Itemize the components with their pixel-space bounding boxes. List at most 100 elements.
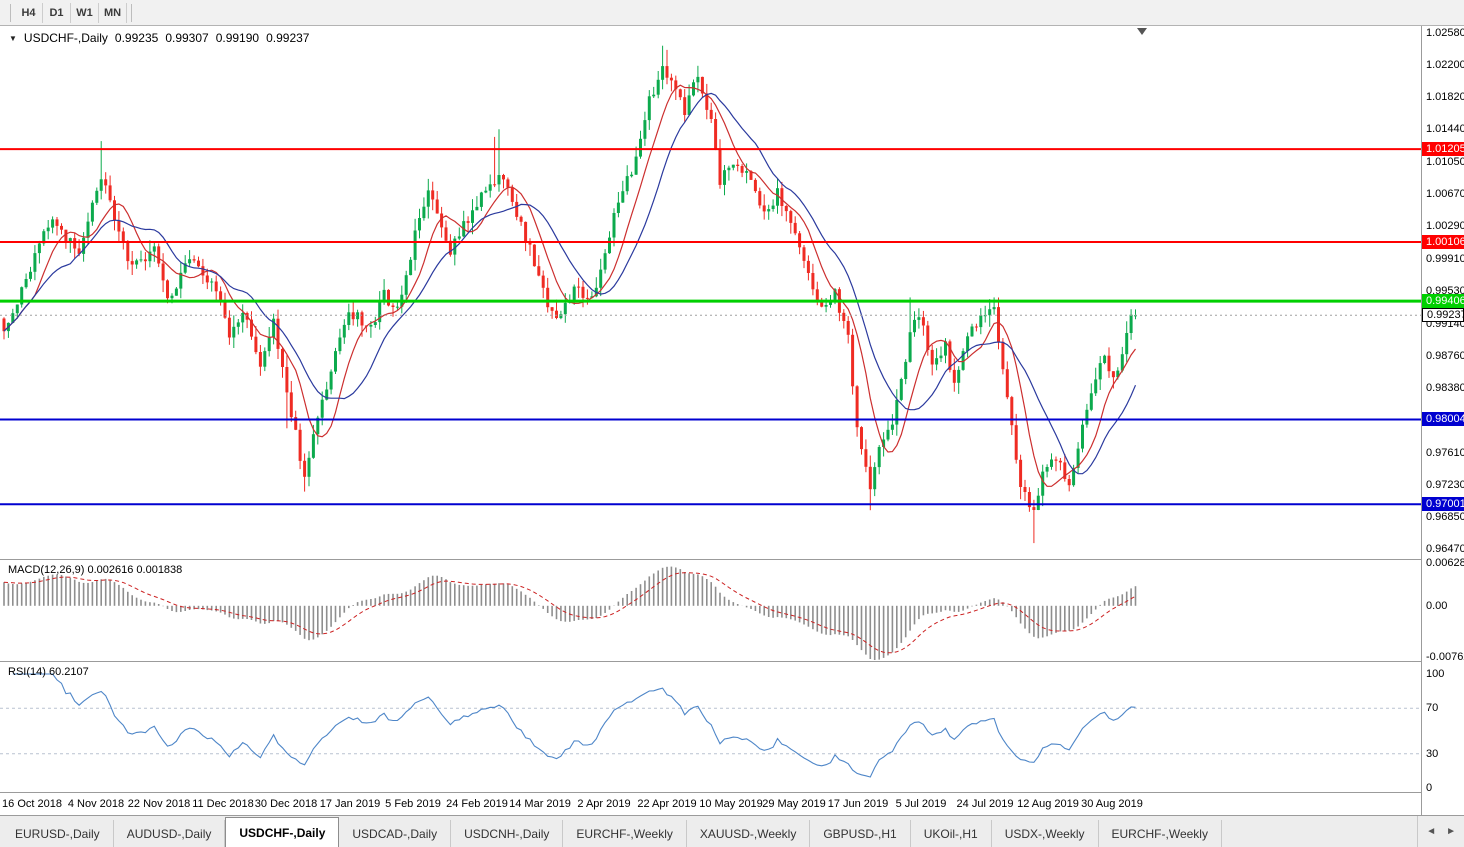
candle-body: [51, 219, 55, 228]
candle-body: [510, 187, 514, 202]
candle-body: [258, 352, 262, 367]
candle-body: [157, 246, 161, 264]
candle-body: [360, 312, 364, 326]
candle-body: [99, 179, 103, 191]
candle-body: [33, 253, 37, 272]
candle-body: [272, 318, 276, 338]
candle-body: [868, 466, 872, 490]
ohlc-high-value: 0.99307: [165, 31, 209, 45]
candle-body: [886, 429, 890, 440]
chart-tab-AUDUSD-,Daily[interactable]: AUDUSD-,Daily: [114, 820, 226, 847]
tab-scroll-right-icon[interactable]: ►: [1446, 826, 1456, 837]
candle-body: [294, 417, 298, 430]
price-chart-panel[interactable]: [0, 26, 1421, 559]
candle-body: [183, 263, 187, 273]
candle-body: [957, 369, 961, 383]
rsi-header: RSI(14) 60.2107: [8, 666, 89, 678]
candle-body: [1063, 462, 1067, 479]
candle-body: [1120, 354, 1124, 371]
timeframe-button-h4[interactable]: H4: [15, 2, 43, 23]
panel-divider[interactable]: [0, 661, 1464, 662]
candle-body: [497, 175, 501, 185]
chart-tab-UKOil-,H1[interactable]: UKOil-,H1: [911, 820, 992, 847]
timeframe-button-mn[interactable]: MN: [99, 2, 128, 23]
candle-body: [647, 96, 651, 121]
candle-body: [29, 271, 32, 279]
candle-body: [1019, 459, 1023, 487]
candle-body: [935, 358, 939, 365]
date-axis-label: 30 Aug 2019: [1081, 798, 1143, 810]
candle-body: [1027, 492, 1031, 508]
tab-scroll-left-icon[interactable]: ◄: [1426, 826, 1437, 837]
timeframe-button-d1[interactable]: D1: [43, 2, 71, 23]
price-axis-tick: 0.96850: [1426, 511, 1464, 523]
candle-body: [731, 164, 735, 168]
candle-body: [382, 289, 386, 302]
candle-body: [46, 227, 50, 232]
candle-body: [1085, 409, 1089, 425]
price-axis-tick: 1.01440: [1426, 123, 1464, 135]
chart-tab-USDCNH-,Daily[interactable]: USDCNH-,Daily: [451, 820, 564, 847]
timeframe-button-w1[interactable]: W1: [71, 2, 99, 23]
macd-axis-tick: -0.00762: [1426, 651, 1464, 663]
candle-body: [108, 185, 112, 201]
candle-body: [519, 216, 523, 222]
candle-body: [952, 369, 956, 383]
collapse-icon[interactable]: ▼: [9, 33, 17, 43]
candle-body: [532, 244, 536, 267]
candle-body: [546, 287, 550, 308]
rsi-axis-tick: 70: [1426, 702, 1439, 714]
candle-body: [603, 253, 607, 270]
candle-body: [572, 286, 576, 301]
price-axis[interactable]: 1.02580 1.02200 1.01820 1.01440 1.01050 1.006…: [1422, 26, 1464, 815]
candle-body: [90, 202, 94, 222]
candle-body: [758, 191, 762, 206]
candle-body: [329, 371, 333, 390]
candle-body: [1098, 363, 1102, 380]
toolbar-separator: [10, 3, 11, 22]
date-axis-label: 22 Apr 2019: [637, 798, 697, 810]
candle-body: [992, 307, 996, 310]
chart-tab-EURCHF-,Weekly[interactable]: EURCHF-,Weekly: [563, 820, 687, 847]
candle-body: [86, 221, 90, 238]
panel-divider[interactable]: [0, 559, 1464, 560]
candle-body: [210, 281, 214, 283]
chart-tab-USDX-,Weekly[interactable]: USDX-,Weekly: [992, 820, 1099, 847]
rsi-indicator-panel[interactable]: [0, 662, 1421, 792]
chart-tab-EURCHF-,Weekly[interactable]: EURCHF-,Weekly: [1099, 820, 1222, 847]
candle-body: [988, 309, 992, 316]
candle-body: [948, 341, 952, 370]
shift-marker-icon[interactable]: [1137, 28, 1147, 35]
chart-tab-EURUSD-,Daily[interactable]: EURUSD-,Daily: [2, 820, 114, 847]
candle-body: [621, 191, 625, 203]
candle-body: [669, 77, 673, 81]
candle-body: [307, 457, 311, 477]
timeframe-button-group: H4 D1 W1 MN: [15, 0, 128, 25]
macd-indicator-panel[interactable]: [0, 560, 1421, 661]
chart-tab-GBPUSD-,H1[interactable]: GBPUSD-,H1: [810, 820, 911, 847]
candle-body: [250, 319, 253, 337]
candle-body: [1036, 495, 1040, 510]
ohlc-open-value: 0.99235: [114, 31, 159, 45]
candle-body: [188, 259, 192, 264]
candle-body: [192, 259, 196, 261]
candle-body: [201, 266, 205, 276]
candle-body: [727, 167, 731, 171]
candle-body: [930, 349, 934, 365]
candle-body: [1089, 393, 1093, 410]
candle-body: [1023, 487, 1027, 492]
candle-body: [599, 269, 603, 288]
candle-body: [541, 275, 545, 288]
candle-body: [205, 275, 209, 283]
chart-tab-XAUUSD-,Weekly[interactable]: XAUUSD-,Weekly: [687, 820, 811, 847]
chart-tab-USDCAD-,Daily[interactable]: USDCAD-,Daily: [339, 820, 452, 847]
candle-body: [311, 434, 315, 458]
candle-body: [581, 286, 585, 298]
candle-body: [152, 246, 156, 252]
time-axis[interactable]: 16 Oct 2018 4 Nov 2018 22 Nov 2018 11 Dec 2…: [0, 793, 1421, 815]
candle-body: [656, 79, 660, 95]
candle-body: [970, 326, 974, 337]
price-axis-tick: 1.01820: [1426, 91, 1464, 103]
chart-tab-USDCHF-,Daily[interactable]: USDCHF-,Daily: [225, 817, 340, 847]
candle-body: [634, 156, 638, 175]
